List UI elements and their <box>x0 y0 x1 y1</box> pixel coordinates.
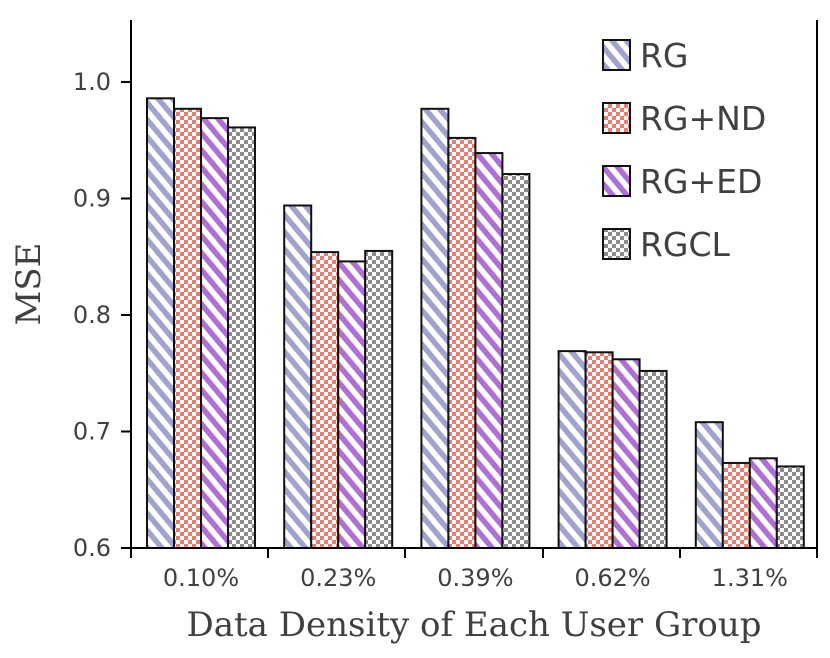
y-axis-title: MSE <box>9 243 49 326</box>
legend-swatch-rgcl <box>602 228 631 260</box>
x-tick-label: 1.31% <box>712 564 788 592</box>
bar-rg-1 <box>283 204 313 550</box>
legend-swatch-rg-nd <box>602 102 631 134</box>
x-tick-label: 0.62% <box>574 564 650 592</box>
x-tick-label: 0.39% <box>437 564 513 592</box>
bar-rg-0 <box>146 97 175 549</box>
bar-rg-3 <box>557 350 587 549</box>
y-ticks-group: 0.6 0.7 0.8 0.9 1.0 <box>73 68 131 562</box>
bar-rg-ed-3 <box>611 358 641 549</box>
legend-swatch-rg-ed <box>602 165 631 197</box>
bar-rg-ed-4 <box>748 457 778 550</box>
x-tick-label: 0.23% <box>300 564 376 592</box>
legend-label: RGCL <box>640 225 731 264</box>
y-tick-label: 0.9 <box>73 185 111 213</box>
x-ticks-group: 0.10% 0.23% 0.39% 0.62% 1.31% <box>130 548 818 592</box>
bar-rg-nd-3 <box>584 351 614 549</box>
bar-rg-ed-0 <box>200 117 229 550</box>
bar-rgcl-4 <box>775 465 805 550</box>
bar-rg-nd-4 <box>721 461 751 549</box>
x-tick-label: 0.10% <box>163 564 239 592</box>
y-tick-label: 0.8 <box>73 301 111 329</box>
bar-rg-nd-0 <box>173 107 202 549</box>
bar-rg-ed-1 <box>337 260 367 549</box>
x-axis-title: Data Density of Each User Group <box>186 605 761 645</box>
y-tick-label: 0.7 <box>73 418 111 446</box>
legend-swatch-rg <box>602 39 631 71</box>
bar-rg-ed-2 <box>474 152 504 549</box>
bar-rg-2 <box>420 107 450 549</box>
bar-rg-4 <box>694 421 724 549</box>
legend: RG RG+ND RG+ED RGCL <box>602 36 766 264</box>
y-tick-label: 1.0 <box>73 68 111 96</box>
y-tick-label: 0.6 <box>73 534 111 562</box>
legend-label: RG+ED <box>640 162 762 201</box>
bars-group <box>146 97 805 550</box>
bar-rgcl-1 <box>364 249 394 550</box>
bar-rg-nd-1 <box>310 251 340 549</box>
legend-label: RG <box>640 36 689 75</box>
bar-rg-nd-2 <box>447 136 477 549</box>
bar-rgcl-2 <box>501 173 531 549</box>
legend-label: RG+ND <box>640 99 766 138</box>
bar-rgcl-0 <box>227 126 256 549</box>
bar-rgcl-3 <box>638 369 668 550</box>
